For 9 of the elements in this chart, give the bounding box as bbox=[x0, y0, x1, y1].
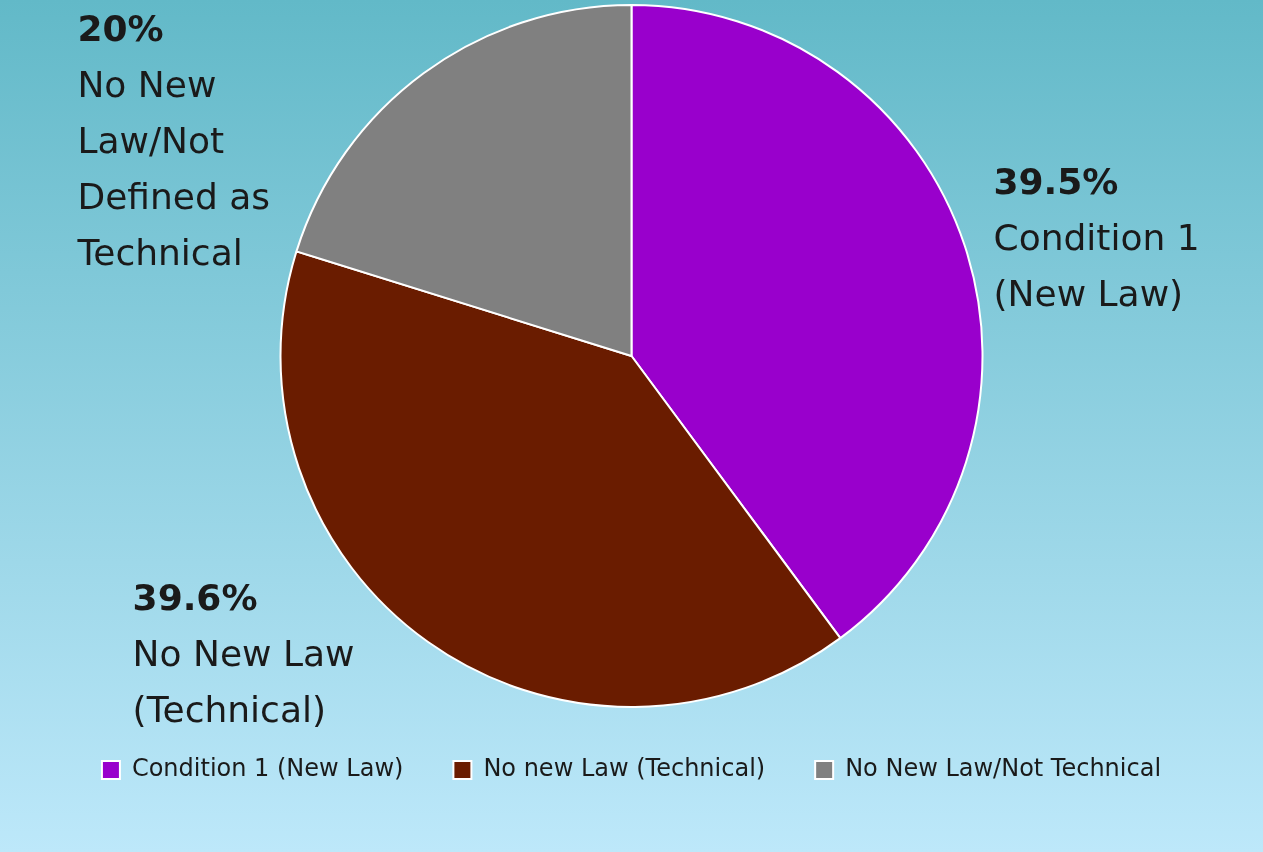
legend-label: No new Law (Technical) bbox=[483, 754, 766, 783]
data-label: 39.5% bbox=[993, 160, 1119, 202]
text: Condition 1 (New Law) bbox=[993, 216, 1200, 314]
legend-label: No New Law/Not Technical bbox=[845, 754, 1162, 783]
legend-label: Condition 1 (New Law) bbox=[131, 754, 404, 783]
data-label: 39.6% bbox=[132, 576, 258, 618]
text: No New Law (Technical) bbox=[132, 632, 355, 730]
data-label: 20% bbox=[77, 8, 164, 50]
text: No New Law/Not Defined as Technical bbox=[76, 64, 271, 274]
